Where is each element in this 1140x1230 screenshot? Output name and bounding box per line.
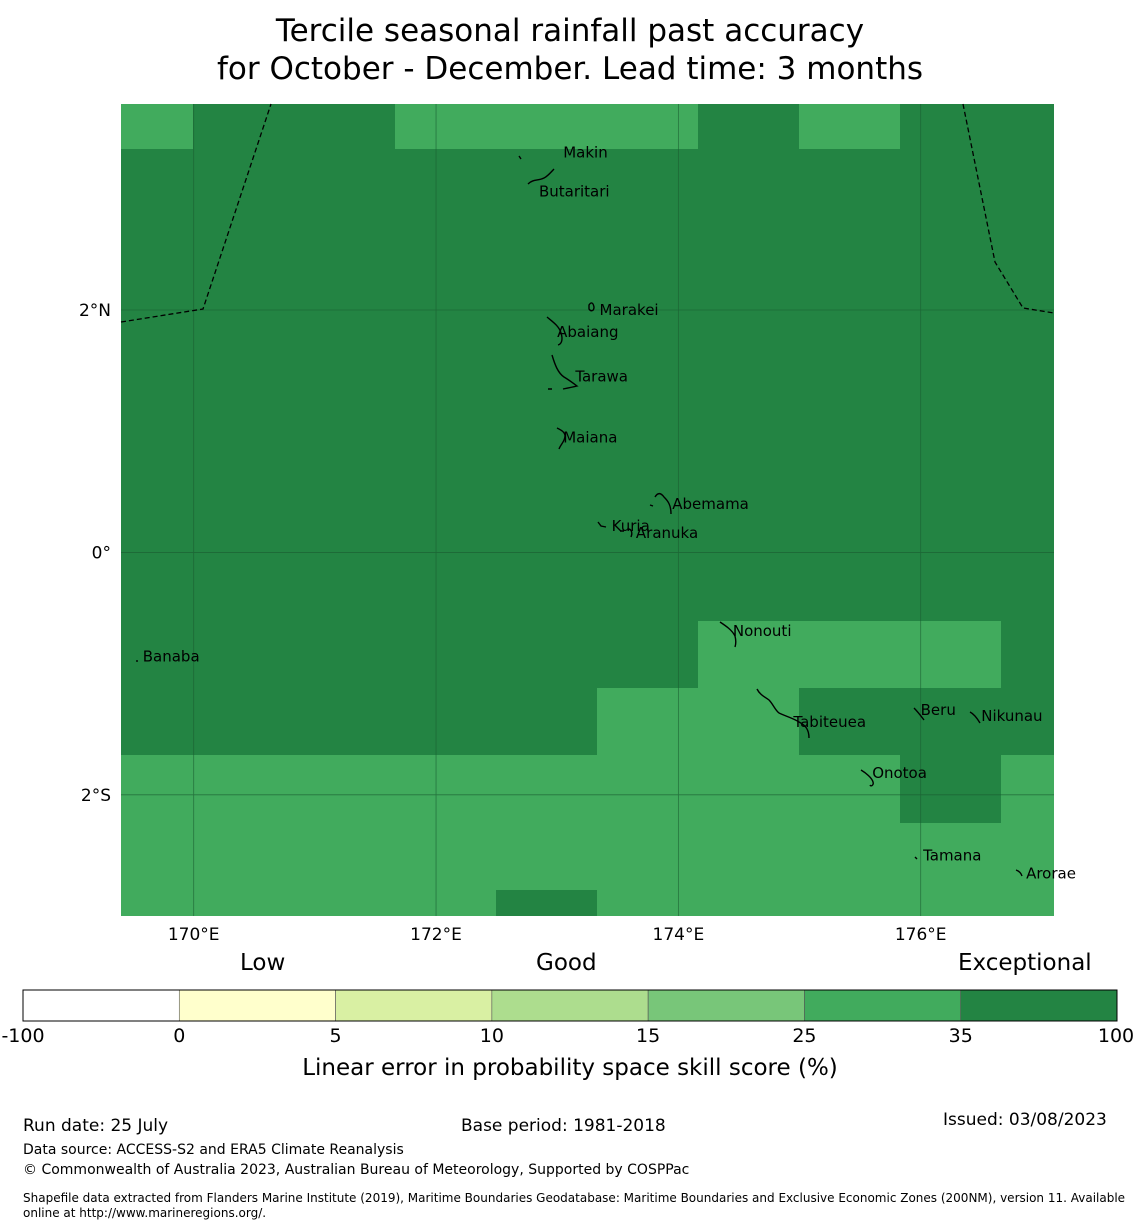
- island-maiana-shape: [556, 427, 566, 450]
- chart-title-line1: Tercile seasonal rainfall past accuracy: [275, 13, 865, 49]
- skill-cell-region: [395, 104, 698, 149]
- legend-exceptional-label: Exceptional: [958, 950, 1092, 976]
- skill-cell-region: [799, 755, 900, 916]
- place-label-abemama: Abemama: [672, 495, 749, 513]
- colorbar-tick-label: 10: [479, 1025, 504, 1047]
- place-label-beru: Beru: [921, 701, 956, 719]
- eez-boundary-west: [120, 103, 272, 323]
- skill-cell-region: [597, 688, 799, 755]
- colorbar-tick-label: 25: [792, 1025, 817, 1047]
- colorbar-tick-label: 0: [173, 1025, 186, 1047]
- place-label-kuria: Kuria: [612, 517, 650, 535]
- island-marakei-shape: [588, 302, 595, 312]
- lat-tick-label: 2°N: [79, 301, 111, 321]
- colorbar-bin: [804, 989, 962, 1022]
- island-beru-shape: [913, 707, 925, 721]
- colorbar-tick-label: 100: [1097, 1025, 1135, 1047]
- island-tamana-shape: [914, 856, 918, 860]
- colorbar-bin: [22, 989, 180, 1022]
- island-aranuka-shape: [620, 528, 633, 538]
- colorbar-tick-label: 35: [948, 1025, 973, 1047]
- place-label-aranuka: Aranuka: [636, 524, 698, 542]
- axis-tick-labels: 170°E 172°E 174°E 176°E 2°N 0° 2°S: [79, 301, 947, 945]
- island-nonouti-shape: [719, 621, 737, 648]
- shapefile-note: Shapefile data extracted from Flanders M…: [23, 1191, 1126, 1220]
- colorbar-bin: [647, 989, 805, 1022]
- island-arorae-shape: [1015, 869, 1023, 877]
- skill-cell-region: [900, 823, 1001, 916]
- island-kuria-shape: [597, 521, 607, 528]
- colorbar-bin: [335, 989, 493, 1022]
- island-tarawa-shape: [548, 354, 579, 390]
- place-label-nikunau: Nikunau: [981, 707, 1042, 725]
- skill-cell-region: [1001, 755, 1054, 916]
- skill-cell-region: [496, 890, 597, 916]
- island-makin-shape: [518, 155, 522, 160]
- chart-title-line2: for October - December. Lead time: 3 mon…: [216, 51, 924, 87]
- colorbar: [22, 989, 1118, 1022]
- skill-cell-region: [121, 104, 193, 149]
- colorbar-bin: [960, 989, 1118, 1022]
- place-labels: Makin Butaritari Marakei Abaiang Tarawa Maian…: [143, 143, 1076, 882]
- lon-tick-label: 170°E: [168, 925, 220, 945]
- legend-good-label: Good: [536, 950, 597, 976]
- eez-boundary-east: [962, 103, 1055, 314]
- skill-cell-region: [698, 621, 1001, 688]
- colorbar-bin: [491, 989, 649, 1022]
- skill-grid-cells: [121, 104, 1054, 916]
- place-label-butaritari: Butaritari: [539, 182, 610, 200]
- run-date: Run date: 25 July: [23, 1116, 169, 1136]
- colorbar-tick-label: -100: [1, 1025, 45, 1047]
- island-abaiang-shape: [546, 316, 563, 346]
- island-nikunau-shape: [969, 711, 981, 724]
- issued-date: Issued: 03/08/2023: [943, 1110, 1107, 1130]
- island-butaritari-shape: [527, 168, 555, 185]
- colorbar-border: [22, 989, 1118, 1022]
- island-abemama-shape: [649, 492, 672, 515]
- place-label-tarawa: Tarawa: [574, 368, 628, 386]
- place-label-makin: Makin: [563, 143, 608, 161]
- lat-tick-label: 2°S: [81, 786, 111, 806]
- place-label-tabiteuea: Tabiteuea: [792, 713, 866, 731]
- base-period: Base period: 1981-2018: [461, 1116, 666, 1136]
- legend-low-label: Low: [240, 950, 286, 976]
- place-label-tamana: Tamana: [922, 846, 981, 864]
- place-label-nonouti: Nonouti: [733, 622, 792, 640]
- lon-tick-label: 172°E: [410, 925, 462, 945]
- colorbar-bin: [178, 989, 336, 1022]
- eez-boundaries: [120, 103, 1055, 323]
- skill-cell-region: [799, 104, 900, 149]
- skill-cell-region: [121, 755, 799, 916]
- colorbar-axis-label: Linear error in probability space skill …: [302, 1055, 838, 1081]
- island-tabiteuea-shape: [756, 688, 810, 739]
- island-outlines: [136, 155, 1023, 877]
- place-label-marakei: Marakei: [600, 301, 659, 319]
- copyright-notice: © Commonwealth of Australia 2023, Austra…: [23, 1162, 690, 1178]
- place-label-abaiang: Abaiang: [557, 323, 618, 341]
- graticule: [121, 104, 1054, 916]
- place-label-maiana: Maiana: [563, 428, 617, 446]
- data-source: Data source: ACCESS-S2 and ERA5 Climate …: [23, 1142, 404, 1158]
- place-label-arorae: Arorae: [1026, 865, 1076, 883]
- lon-tick-label: 174°E: [653, 925, 705, 945]
- island-onotoa-shape: [860, 769, 874, 787]
- colorbar-tick-label: 15: [636, 1025, 661, 1047]
- colorbar-tick-label: 5: [329, 1025, 342, 1047]
- lat-tick-label: 0°: [92, 543, 111, 563]
- place-label-banaba: Banaba: [143, 648, 200, 666]
- place-label-onotoa: Onotoa: [872, 764, 927, 782]
- lon-tick-label: 176°E: [895, 925, 947, 945]
